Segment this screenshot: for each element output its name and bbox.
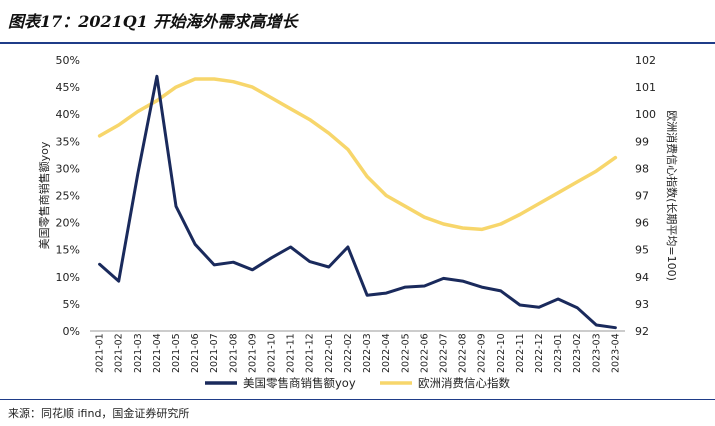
left-y-axis-title: 美国零售商销售额yoy — [37, 141, 51, 249]
x-tick-label: 2021-04 — [152, 333, 163, 373]
legend: 美国零售商销售额yoy 欧洲消费信心指数 — [205, 376, 510, 390]
right-y-tick-label: 98 — [635, 162, 649, 175]
source-note: 来源：同花顺 ifind，国金证券研究所 — [8, 407, 190, 420]
right-y-tick-label: 96 — [635, 217, 649, 230]
right-y-tick-label: 102 — [635, 54, 656, 67]
left-y-tick-label: 35% — [56, 135, 80, 148]
x-tick-label: 2022-08 — [458, 333, 469, 373]
x-tick-label: 2021-12 — [305, 333, 316, 373]
left-y-tick-label: 25% — [56, 190, 80, 203]
left-y-tick-label: 20% — [56, 217, 80, 230]
series — [97, 74, 618, 330]
x-tick-label: 2021-05 — [171, 333, 182, 373]
x-tick-label: 2022-11 — [515, 333, 526, 373]
right-y-axis-title: 欧洲消费信心指数(长期平均=100) — [665, 110, 679, 281]
axes: 0% 5% 10% 15% 20% 25% 30% 35% 40% 45% 50% 92 93 94 95 9… — [37, 54, 679, 373]
series-line-0 — [98, 74, 617, 330]
x-tick-label: 2023-02 — [572, 333, 583, 373]
x-tick-label: 2021-01 — [95, 333, 106, 373]
x-tick-label: 2021-02 — [114, 333, 125, 373]
x-tick-label: 2021-09 — [247, 333, 258, 373]
x-tick-label: 2021-08 — [228, 333, 239, 373]
right-y-tick-label: 100 — [635, 108, 656, 121]
left-y-tick-label: 30% — [56, 162, 80, 175]
x-tick-label: 2023-04 — [610, 333, 621, 373]
x-tick-label: 2022-02 — [343, 333, 354, 373]
right-y-tick-label: 93 — [635, 298, 649, 311]
x-tick-label: 2021-07 — [209, 333, 220, 373]
right-y-tick-label: 101 — [635, 81, 656, 94]
legend-label-1: 欧洲消费信心指数 — [418, 376, 510, 390]
bottom-rule — [0, 399, 715, 400]
x-tick-label: 2023-03 — [591, 333, 602, 373]
right-y-tick-label: 99 — [635, 135, 649, 148]
x-tick-label: 2022-06 — [419, 333, 430, 373]
right-y-tick-label: 92 — [635, 325, 649, 338]
legend-label-0: 美国零售商销售额yoy — [243, 376, 356, 390]
series-line-1 — [97, 77, 618, 232]
left-y-tick-label: 0% — [63, 325, 80, 338]
x-tick-label: 2022-04 — [381, 333, 392, 373]
x-tick-label: 2023-01 — [553, 333, 564, 373]
figure-title: 图表17：2021Q1 开始海外需求高增长 — [8, 12, 298, 31]
left-y-tick-label: 5% — [63, 298, 80, 311]
x-tick-label: 2022-10 — [496, 333, 507, 373]
x-tick-label: 2022-01 — [324, 333, 335, 373]
x-tick-label: 2022-09 — [477, 333, 488, 373]
left-y-tick-label: 10% — [56, 271, 80, 284]
x-tick-label: 2022-12 — [534, 333, 545, 373]
right-y-tick-label: 97 — [635, 190, 649, 203]
x-tick-label: 2021-03 — [133, 333, 144, 373]
top-rule — [0, 42, 715, 44]
left-y-tick-label: 15% — [56, 244, 80, 257]
x-tick-label: 2022-05 — [400, 333, 411, 373]
x-tick-label: 2022-07 — [438, 333, 449, 373]
x-tick-label: 2022-03 — [362, 333, 373, 373]
left-y-tick-label: 45% — [56, 81, 80, 94]
x-tick-label: 2021-10 — [267, 333, 278, 373]
x-tick-label: 2021-11 — [286, 333, 297, 373]
line-chart: 0% 5% 10% 15% 20% 25% 30% 35% 40% 45% 50% 92 93 94 95 9… — [37, 54, 679, 390]
right-y-tick-label: 94 — [635, 271, 649, 284]
right-y-tick-label: 95 — [635, 244, 649, 257]
left-y-tick-label: 50% — [56, 54, 80, 67]
left-y-tick-label: 40% — [56, 108, 80, 121]
x-tick-label: 2021-06 — [190, 333, 201, 373]
